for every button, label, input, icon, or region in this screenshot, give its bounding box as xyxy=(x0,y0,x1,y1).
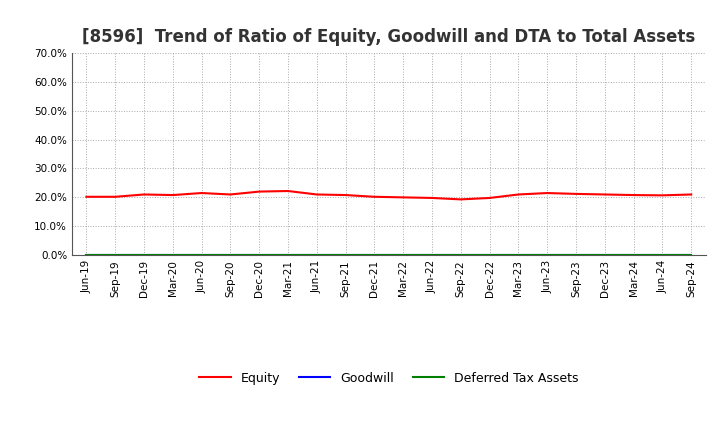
Legend: Equity, Goodwill, Deferred Tax Assets: Equity, Goodwill, Deferred Tax Assets xyxy=(194,367,583,390)
Deferred Tax Assets xyxy=(341,253,350,258)
Goodwill xyxy=(312,253,321,258)
Deferred Tax Assets xyxy=(140,253,148,258)
Title: [8596]  Trend of Ratio of Equity, Goodwill and DTA to Total Assets: [8596] Trend of Ratio of Equity, Goodwil… xyxy=(82,28,696,46)
Deferred Tax Assets xyxy=(82,253,91,258)
Goodwill xyxy=(168,253,177,258)
Deferred Tax Assets xyxy=(428,253,436,258)
Deferred Tax Assets xyxy=(197,253,206,258)
Deferred Tax Assets xyxy=(514,253,523,258)
Goodwill xyxy=(255,253,264,258)
Goodwill xyxy=(485,253,494,258)
Equity xyxy=(111,194,120,199)
Equity xyxy=(168,192,177,198)
Deferred Tax Assets xyxy=(543,253,552,258)
Goodwill xyxy=(514,253,523,258)
Equity xyxy=(543,191,552,196)
Deferred Tax Assets xyxy=(485,253,494,258)
Deferred Tax Assets xyxy=(658,253,667,258)
Goodwill xyxy=(687,253,696,258)
Equity xyxy=(370,194,379,199)
Goodwill xyxy=(197,253,206,258)
Goodwill xyxy=(226,253,235,258)
Line: Equity: Equity xyxy=(86,191,691,199)
Equity xyxy=(514,192,523,197)
Equity xyxy=(572,191,580,197)
Equity xyxy=(428,195,436,201)
Goodwill xyxy=(658,253,667,258)
Deferred Tax Assets xyxy=(370,253,379,258)
Equity xyxy=(140,192,148,197)
Goodwill xyxy=(284,253,292,258)
Equity xyxy=(456,197,465,202)
Deferred Tax Assets xyxy=(456,253,465,258)
Goodwill xyxy=(82,253,91,258)
Deferred Tax Assets xyxy=(312,253,321,258)
Goodwill xyxy=(543,253,552,258)
Equity xyxy=(658,193,667,198)
Deferred Tax Assets xyxy=(600,253,609,258)
Equity xyxy=(687,192,696,197)
Deferred Tax Assets xyxy=(255,253,264,258)
Goodwill xyxy=(370,253,379,258)
Goodwill xyxy=(456,253,465,258)
Goodwill xyxy=(629,253,638,258)
Equity xyxy=(341,192,350,198)
Equity xyxy=(600,192,609,197)
Goodwill xyxy=(399,253,408,258)
Deferred Tax Assets xyxy=(629,253,638,258)
Goodwill xyxy=(111,253,120,258)
Equity xyxy=(226,192,235,197)
Equity xyxy=(197,191,206,196)
Equity xyxy=(312,192,321,197)
Equity xyxy=(629,192,638,198)
Deferred Tax Assets xyxy=(111,253,120,258)
Deferred Tax Assets xyxy=(687,253,696,258)
Deferred Tax Assets xyxy=(226,253,235,258)
Goodwill xyxy=(428,253,436,258)
Deferred Tax Assets xyxy=(399,253,408,258)
Goodwill xyxy=(140,253,148,258)
Equity xyxy=(485,195,494,201)
Deferred Tax Assets xyxy=(284,253,292,258)
Goodwill xyxy=(600,253,609,258)
Deferred Tax Assets xyxy=(168,253,177,258)
Equity xyxy=(399,195,408,200)
Equity xyxy=(82,194,91,199)
Equity xyxy=(284,188,292,194)
Goodwill xyxy=(341,253,350,258)
Deferred Tax Assets xyxy=(572,253,580,258)
Goodwill xyxy=(572,253,580,258)
Equity xyxy=(255,189,264,194)
